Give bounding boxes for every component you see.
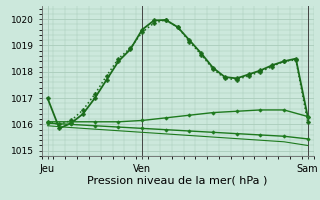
X-axis label: Pression niveau de la mer( hPa ): Pression niveau de la mer( hPa ) bbox=[87, 175, 268, 185]
